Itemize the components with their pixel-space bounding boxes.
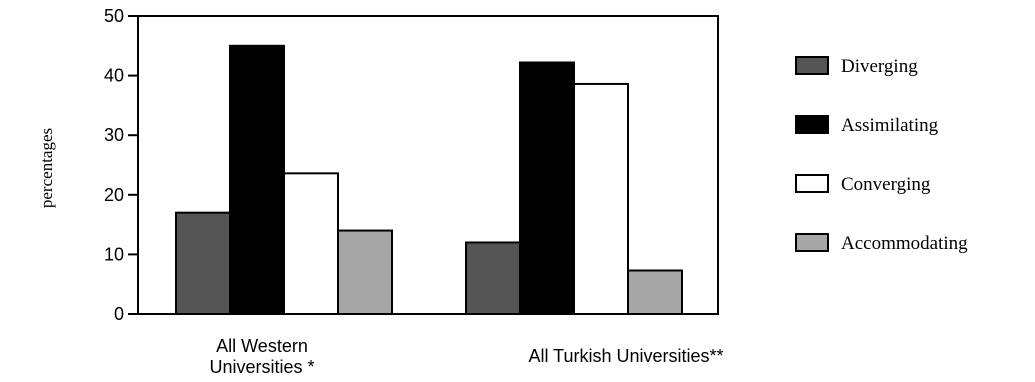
y-tick-label: 40 [104, 66, 124, 86]
y-tick-label: 30 [104, 125, 124, 145]
category-label: All Turkish Universities** [528, 346, 723, 366]
plot-frame [137, 15, 719, 315]
category-labels: All Western Universities * All Turkish Uni… [209, 336, 723, 377]
plot-area [137, 15, 719, 315]
y-tick-label: 10 [104, 244, 124, 264]
y-tick-label: 20 [104, 185, 124, 205]
category-label-line: All Western [216, 336, 308, 356]
legend-swatch-assimilating [795, 115, 829, 134]
legend: Diverging Assimilating Converging Accommoda… [795, 56, 968, 254]
bar-diverging-1 [175, 211, 231, 315]
bar-accommodating-2 [627, 269, 683, 316]
bar-assimilating-2 [519, 61, 575, 315]
legend-swatch-accommodating [795, 233, 829, 252]
category-label-line: Universities * [209, 357, 314, 377]
legend-label-converging: Converging [841, 174, 931, 195]
bar-accommodating-1 [337, 229, 393, 315]
legend-label-assimilating: Assimilating [841, 115, 939, 136]
y-tick-label: 0 [114, 304, 124, 324]
bar-converging-1 [283, 172, 339, 315]
legend-label-accommodating: Accommodating [841, 233, 968, 254]
category-label-line: All Turkish Universities** [528, 346, 723, 366]
legend-swatch-diverging [795, 56, 829, 75]
bar-converging-2 [573, 82, 629, 315]
y-axis-title: percentages [37, 128, 56, 208]
y-axis: 0 10 20 30 40 50 [104, 6, 138, 324]
legend-label-diverging: Diverging [841, 56, 918, 77]
bar-assimilating-1 [229, 44, 285, 316]
bars [175, 44, 683, 316]
bar-diverging-2 [465, 241, 521, 315]
y-tick-label: 50 [104, 6, 124, 26]
legend-swatch-converging [795, 174, 829, 193]
category-label: All Western Universities * [209, 336, 314, 377]
